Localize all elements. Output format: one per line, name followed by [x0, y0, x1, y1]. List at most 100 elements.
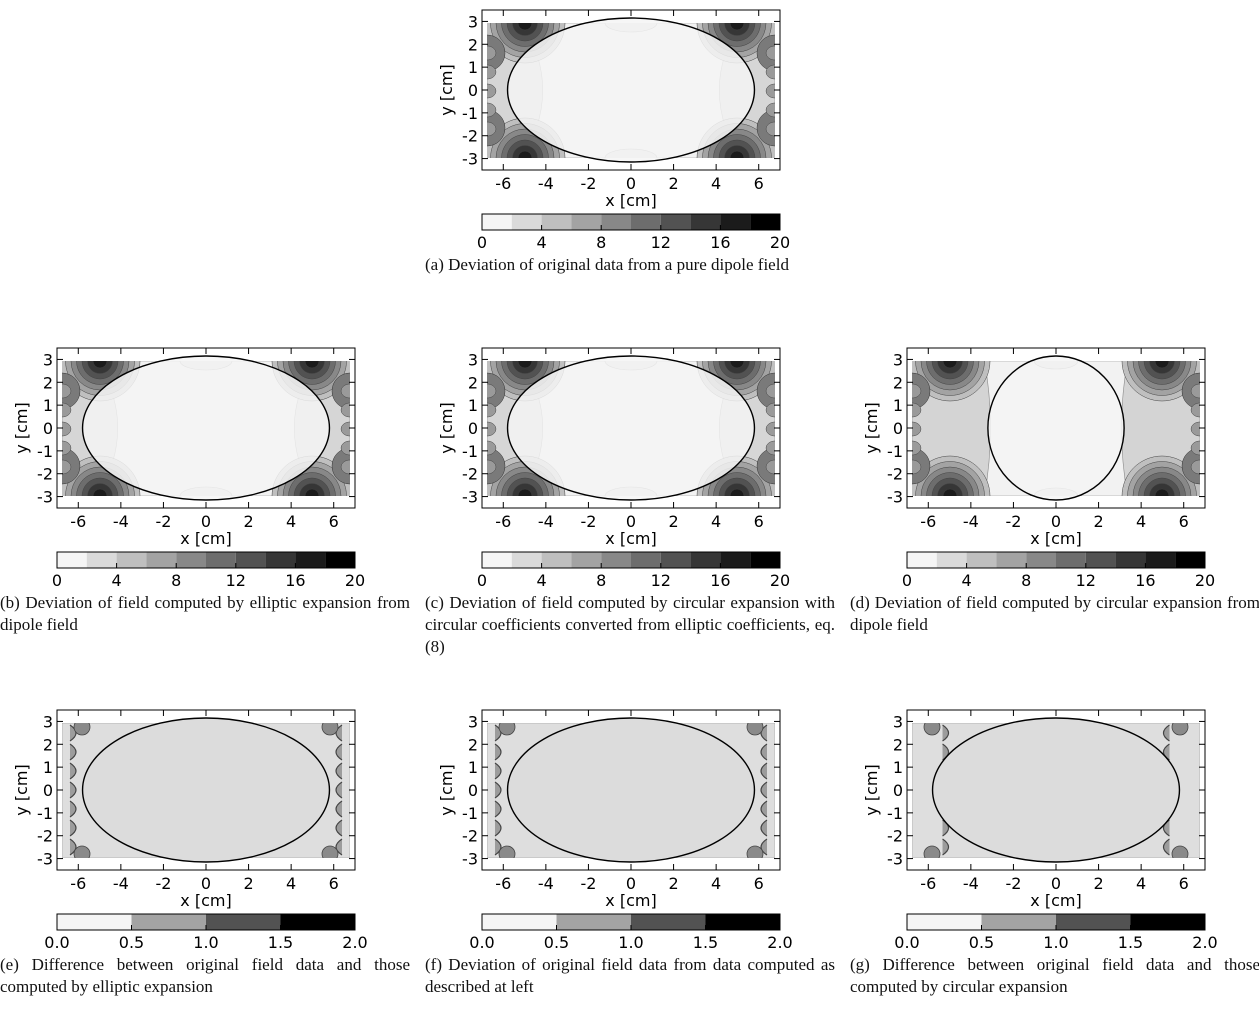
edge-contour — [340, 402, 350, 418]
colorbar-swatch — [907, 914, 982, 930]
colorbar-swatch — [235, 552, 266, 568]
y-axis-label: y [cm] — [12, 402, 31, 453]
x-tick-label: -2 — [1005, 874, 1021, 893]
y-tick-label: 2 — [893, 735, 903, 754]
colorbar-tick-label: 20 — [770, 233, 790, 252]
edge-contour — [912, 459, 922, 475]
x-tick-label: -6 — [495, 512, 511, 531]
colorbar-tick-label: 0 — [902, 571, 912, 590]
x-tick-label: 4 — [286, 512, 296, 531]
colorbar-tick-label: 0 — [477, 571, 487, 590]
colorbar-tick-label: 2.0 — [1192, 933, 1217, 952]
colorbar: 0 4 8 12 16 20 — [902, 551, 1215, 590]
contour-plot-a: -6 -4 -2 0 2 4 6 3 2 1 0 -1 -2 -3 x [cm] y [cm] 0 4 8 12 16 2… — [437, 9, 790, 252]
panel-f: -6 -4 -2 0 2 4 6 3 2 1 0 -1 -2 -3 x [cm] y [cm] 0.0 0.5 1.… — [425, 700, 845, 998]
y-tick-label: -1 — [887, 804, 903, 823]
colorbar-swatch — [690, 552, 721, 568]
x-axis-label: x [cm] — [180, 529, 231, 548]
colorbar-swatch — [966, 552, 997, 568]
colorbar: 0.0 0.5 1.0 1.5 2.0 — [894, 913, 1218, 952]
x-tick-label: 6 — [754, 174, 764, 193]
colorbar-swatch — [265, 552, 296, 568]
x-tick-label: 0 — [1051, 874, 1061, 893]
y-tick-label: -1 — [462, 804, 478, 823]
colorbar-swatch — [511, 214, 542, 230]
colorbar-tick-label: 12 — [651, 571, 671, 590]
corner-contour — [517, 488, 533, 496]
colorbar: 0 4 8 12 16 20 — [477, 551, 790, 590]
difference-contour — [1162, 724, 1170, 742]
edge-contour — [765, 383, 775, 399]
colorbar-tick-label: 20 — [770, 571, 790, 590]
corner-contour — [304, 361, 320, 369]
panel-a: -6 -4 -2 0 2 4 6 3 2 1 0 -1 -2 -3 x [cm] y [cm] 0 4 8 12 16 2… — [425, 0, 845, 276]
edge-contour — [765, 64, 775, 80]
y-tick-label: 3 — [43, 712, 53, 731]
colorbar-tick-label: 20 — [345, 571, 365, 590]
difference-contour — [1171, 845, 1189, 858]
contour-plot-f: -6 -4 -2 0 2 4 6 3 2 1 0 -1 -2 -3 x [cm] y [cm] 0.0 0.5 1.… — [437, 709, 793, 952]
edge-contour — [487, 64, 497, 80]
edge-contour — [487, 102, 497, 118]
corner-contour — [1154, 361, 1170, 369]
y-tick-label: -1 — [887, 442, 903, 461]
colorbar-swatch — [660, 214, 691, 230]
edge-contour — [487, 421, 497, 437]
y-axis-label: y [cm] — [862, 764, 881, 815]
colorbar-swatch — [116, 552, 147, 568]
y-tick-label: -2 — [462, 127, 478, 146]
x-tick-label: 0 — [626, 174, 636, 193]
difference-contour — [942, 838, 950, 856]
difference-contour — [494, 743, 502, 761]
x-tick-label: 4 — [1136, 512, 1146, 531]
colorbar-swatch — [482, 552, 512, 568]
colorbar-tick-label: 8 — [171, 571, 181, 590]
colorbar-tick-label: 12 — [651, 233, 671, 252]
y-tick-label: -2 — [37, 827, 53, 846]
y-tick-label: 1 — [468, 758, 478, 777]
x-axis-label: x [cm] — [605, 891, 656, 910]
y-tick-label: 2 — [468, 35, 478, 54]
difference-contour — [498, 845, 516, 858]
x-tick-label: -2 — [580, 174, 596, 193]
y-tick-label: 3 — [893, 712, 903, 731]
colorbar-swatch — [280, 914, 355, 930]
edge-contour — [62, 440, 72, 456]
x-tick-label: 4 — [711, 874, 721, 893]
difference-contour — [746, 845, 764, 858]
y-tick-label: 2 — [468, 373, 478, 392]
panel-e: -6 -4 -2 0 2 4 6 3 2 1 0 -1 -2 -3 x [cm] y [cm] 0.0 0.5 1.… — [0, 700, 420, 998]
colorbar-swatch — [1115, 552, 1146, 568]
corner-contour — [942, 361, 958, 369]
edge-contour — [912, 421, 922, 437]
y-axis-label: y [cm] — [437, 64, 456, 115]
colorbar-tick-label: 1.0 — [1043, 933, 1068, 952]
x-tick-label: -2 — [580, 512, 596, 531]
x-tick-label: -2 — [580, 874, 596, 893]
difference-contour — [498, 723, 516, 736]
edge-contour — [765, 440, 775, 456]
colorbar-swatch — [996, 552, 1027, 568]
y-tick-label: -1 — [462, 104, 478, 123]
y-tick-label: 3 — [468, 350, 478, 369]
colorbar-swatch — [206, 552, 236, 568]
x-tick-label: -6 — [70, 512, 86, 531]
difference-contour — [923, 723, 941, 736]
edge-contour — [1190, 440, 1200, 456]
y-tick-label: 2 — [893, 373, 903, 392]
edge-contour — [62, 383, 72, 399]
colorbar: 0.0 0.5 1.0 1.5 2.0 — [469, 913, 793, 952]
ellipse-boundary — [506, 355, 756, 501]
colorbar-tick-label: 8 — [596, 233, 606, 252]
corner-contour — [729, 488, 745, 496]
difference-contour — [494, 762, 502, 780]
y-tick-label: -3 — [462, 150, 478, 169]
contour-plot-b: -6 -4 -2 0 2 4 6 3 2 1 0 -1 -2 -3 x [cm] y [cm] 0 4 8 12 16 2… — [12, 347, 365, 590]
corner-contour — [729, 150, 745, 158]
y-tick-label: -2 — [462, 465, 478, 484]
edge-contour — [765, 421, 775, 437]
x-tick-label: 2 — [243, 512, 253, 531]
panel-caption: (e) Difference between original field da… — [0, 955, 410, 996]
colorbar-swatch — [936, 552, 967, 568]
colorbar-tick-label: 0 — [477, 233, 487, 252]
